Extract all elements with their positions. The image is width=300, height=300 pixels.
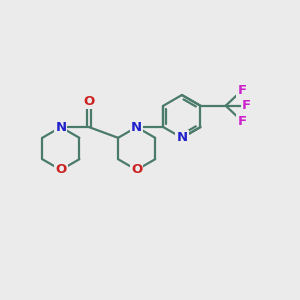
Text: N: N — [176, 131, 188, 144]
Text: F: F — [242, 99, 251, 112]
Text: F: F — [238, 115, 247, 128]
Text: O: O — [55, 164, 67, 176]
Text: F: F — [238, 84, 247, 97]
Text: N: N — [131, 121, 142, 134]
Text: O: O — [131, 164, 142, 176]
Text: N: N — [55, 121, 66, 134]
Text: O: O — [83, 95, 95, 108]
